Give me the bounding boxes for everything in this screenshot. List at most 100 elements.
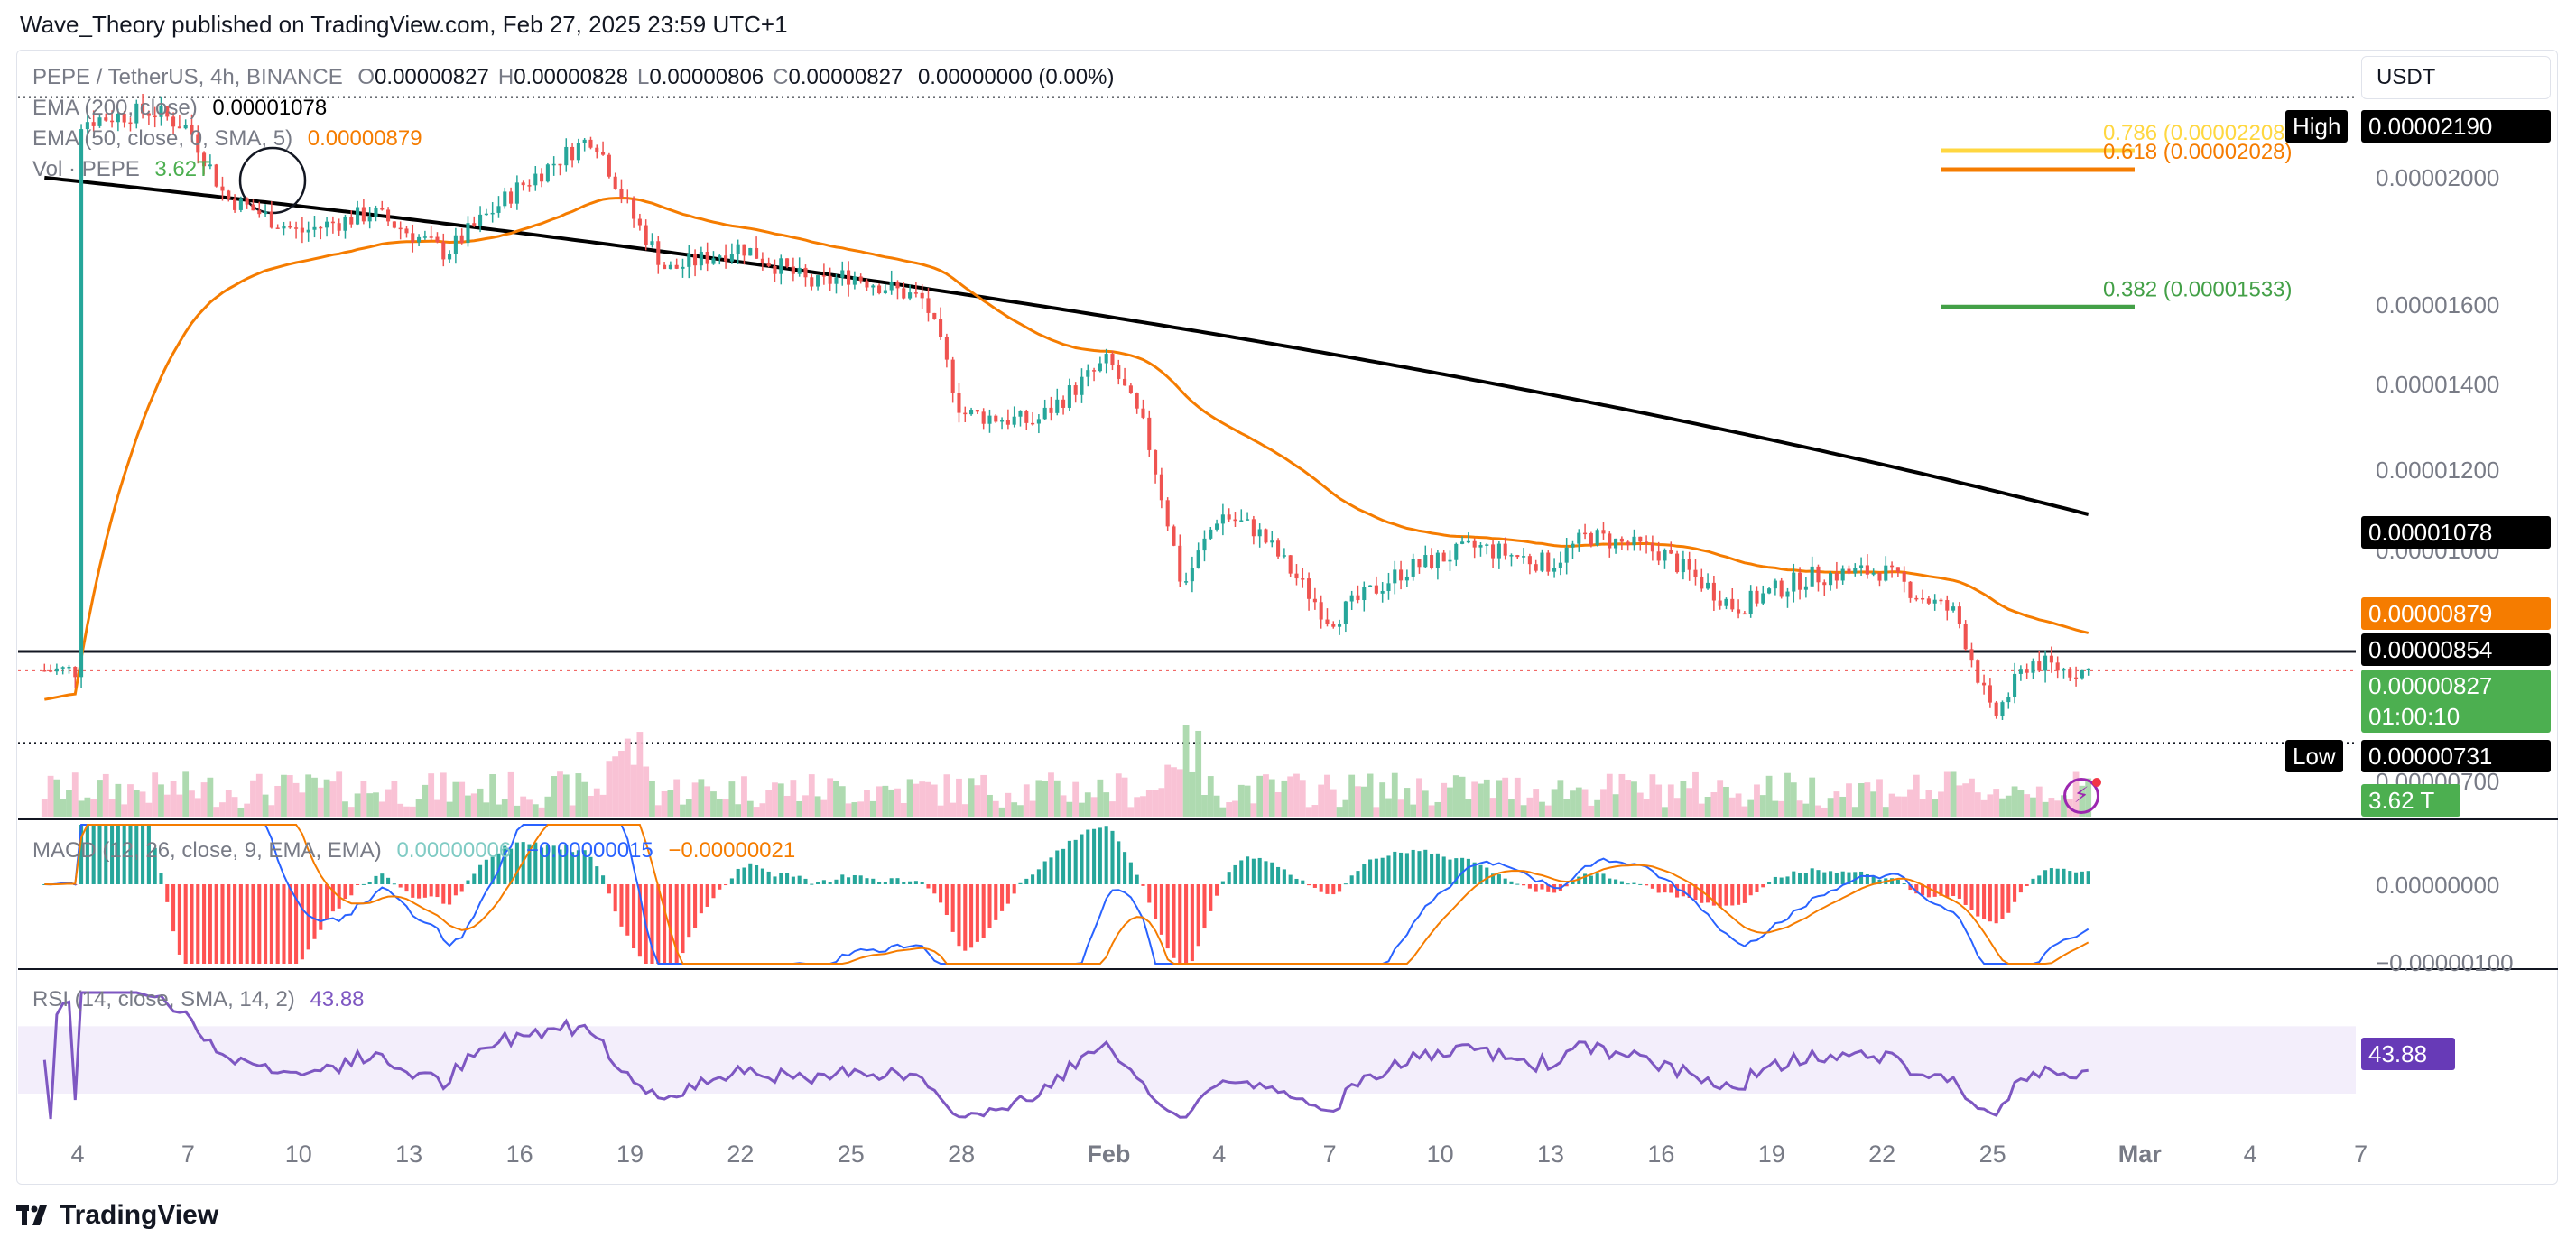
candle-body [625, 198, 630, 199]
candle-body [110, 120, 115, 123]
volume-bar [452, 781, 459, 817]
ema50-legend[interactable]: EMA (50, close, 0, SMA, 5) 0.00000879 [32, 126, 422, 152]
macd-histogram-bar [1393, 851, 1397, 884]
macd-histogram-bar [1700, 884, 1704, 903]
candle-body [1951, 606, 1956, 611]
volume-bar [1121, 777, 1128, 817]
candle-body [1895, 567, 1900, 572]
candle-body [312, 226, 317, 230]
macd-histogram-bar [343, 884, 347, 900]
macd-histogram-bar [1608, 878, 1612, 884]
volume-bar [1066, 801, 1073, 817]
volume-bar [1993, 789, 2000, 817]
volume-bar [551, 776, 558, 817]
macd-histogram-bar [2080, 871, 2084, 884]
date-tick: 13 [1536, 1141, 1565, 1168]
macd-histogram-bar [1669, 884, 1673, 893]
volume-bar [1416, 778, 1422, 817]
candle-body [736, 244, 740, 254]
volume-bar [1514, 777, 1521, 817]
ema200-legend[interactable]: EMA (200, close) 0.00001078 [32, 96, 327, 121]
date-tick: 7 [181, 1141, 195, 1168]
tradingview-logo[interactable]: TradingView [16, 1200, 218, 1231]
candle-body [908, 292, 913, 299]
volume-bar [1324, 774, 1330, 817]
candle-body [588, 139, 593, 148]
macd-histogram-bar [1895, 879, 1900, 884]
macd-histogram-bar [2068, 871, 2072, 884]
volume-bar [1692, 771, 1699, 817]
volume-bar [1618, 773, 1626, 817]
candle-body [540, 173, 544, 182]
macd-histogram-bar [1202, 884, 1207, 929]
volume-bar [1870, 791, 1877, 817]
macd-histogram-bar [110, 825, 115, 884]
macd-histogram-bar [1386, 855, 1391, 884]
volume-bar [1023, 784, 1030, 817]
lightning-icon[interactable]: ⚡ [2063, 778, 2099, 814]
candle-body [91, 122, 96, 126]
candle-body [1939, 599, 1943, 602]
macd-histogram-bar [834, 879, 839, 884]
volume-bar [667, 790, 674, 817]
volume-bar [1293, 773, 1300, 817]
symbol-label[interactable]: PEPE / TetherUS, 4h, BINANCE [32, 65, 343, 89]
volume-bar [772, 782, 778, 817]
volume-bar [1974, 792, 1981, 817]
currency-selector[interactable]: USDT [2361, 56, 2551, 99]
volume-bar [1226, 802, 1233, 817]
candle-body [257, 210, 262, 215]
candle-body [472, 223, 477, 226]
candle-body [902, 288, 906, 299]
candle-body [1822, 582, 1827, 586]
volume-bar [121, 804, 128, 817]
macd-histogram-bar [687, 884, 691, 938]
macd-histogram-bar [570, 852, 575, 884]
macd-histogram-bar [227, 884, 231, 964]
volume-bar [735, 804, 742, 817]
candle-body [2006, 697, 2011, 703]
volume-bar [1079, 802, 1085, 817]
high-value-tag: 0.00002190 [2361, 110, 2551, 143]
candle-body [1496, 543, 1501, 559]
volume-bar [1901, 796, 1908, 817]
rsi-legend[interactable]: RSI (14, close, SMA, 14, 2) 43.88 [32, 987, 365, 1012]
candle-body [926, 298, 931, 313]
volume-bar [1017, 805, 1024, 817]
candle-body [2055, 662, 2060, 671]
volume-bar [1263, 774, 1269, 817]
volume-bar [1809, 777, 1816, 817]
candle-body [1301, 578, 1305, 580]
candle-body [1049, 407, 1053, 413]
macd-histogram-bar [1951, 884, 1956, 897]
volume-bar [1109, 801, 1116, 817]
candle-body [1338, 624, 1342, 627]
macd-histogram-bar [1601, 873, 1606, 884]
candle-body [227, 190, 231, 199]
volume-bar [373, 792, 379, 817]
candle-body [1417, 559, 1422, 568]
macd-histogram-bar [1822, 872, 1827, 884]
date-tick: 10 [1426, 1141, 1454, 1168]
candle-body [264, 211, 268, 215]
volume-bar [1496, 780, 1503, 817]
candle-body [97, 117, 102, 126]
candle-body [840, 270, 845, 278]
macd-histogram-bar [85, 825, 89, 884]
macd-histogram-bar [1141, 884, 1145, 886]
macd-legend[interactable]: MACD (12, 26, close, 9, EMA, EMA) 0.0000… [32, 838, 795, 864]
candle-body [1356, 595, 1360, 601]
macd-histogram-bar [1294, 878, 1299, 884]
volume-bar [41, 799, 48, 817]
macd-histogram-bar [288, 884, 292, 964]
macd-histogram-bar [1135, 874, 1139, 884]
macd-histogram-bar [503, 845, 507, 884]
volume-legend[interactable]: Vol · PEPE 3.62T [32, 157, 210, 182]
candle-body [1877, 572, 1882, 581]
macd-histogram-bar [588, 856, 593, 884]
candle-body [969, 410, 974, 415]
volume-bar [1932, 799, 1939, 817]
candle-body [2043, 655, 2048, 671]
macd-histogram-bar [1681, 884, 1685, 897]
